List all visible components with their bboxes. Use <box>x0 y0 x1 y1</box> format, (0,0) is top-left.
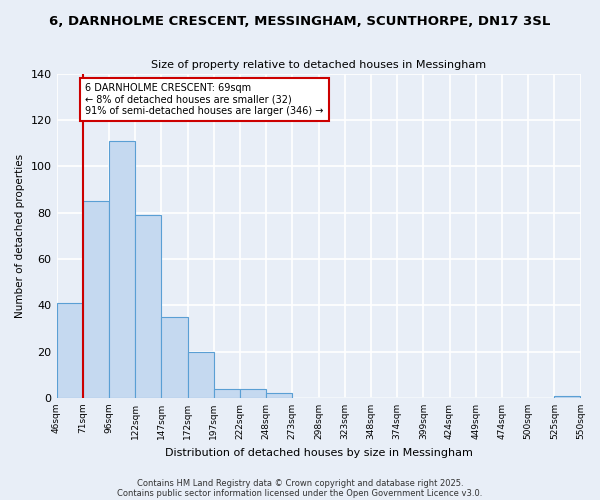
Text: Contains public sector information licensed under the Open Government Licence v3: Contains public sector information licen… <box>118 488 482 498</box>
Y-axis label: Number of detached properties: Number of detached properties <box>15 154 25 318</box>
Bar <box>554 396 580 398</box>
Title: Size of property relative to detached houses in Messingham: Size of property relative to detached ho… <box>151 60 486 70</box>
Bar <box>135 215 161 398</box>
Text: 6, DARNHOLME CRESCENT, MESSINGHAM, SCUNTHORPE, DN17 3SL: 6, DARNHOLME CRESCENT, MESSINGHAM, SCUNT… <box>49 15 551 28</box>
Bar <box>56 303 83 398</box>
Bar <box>266 394 292 398</box>
Text: Contains HM Land Registry data © Crown copyright and database right 2025.: Contains HM Land Registry data © Crown c… <box>137 478 463 488</box>
Bar <box>214 388 240 398</box>
Bar <box>109 140 135 398</box>
Text: 6 DARNHOLME CRESCENT: 69sqm
← 8% of detached houses are smaller (32)
91% of semi: 6 DARNHOLME CRESCENT: 69sqm ← 8% of deta… <box>85 83 324 116</box>
Bar <box>188 352 214 398</box>
Bar <box>161 317 188 398</box>
Bar <box>83 201 109 398</box>
X-axis label: Distribution of detached houses by size in Messingham: Distribution of detached houses by size … <box>164 448 472 458</box>
Bar <box>240 388 266 398</box>
